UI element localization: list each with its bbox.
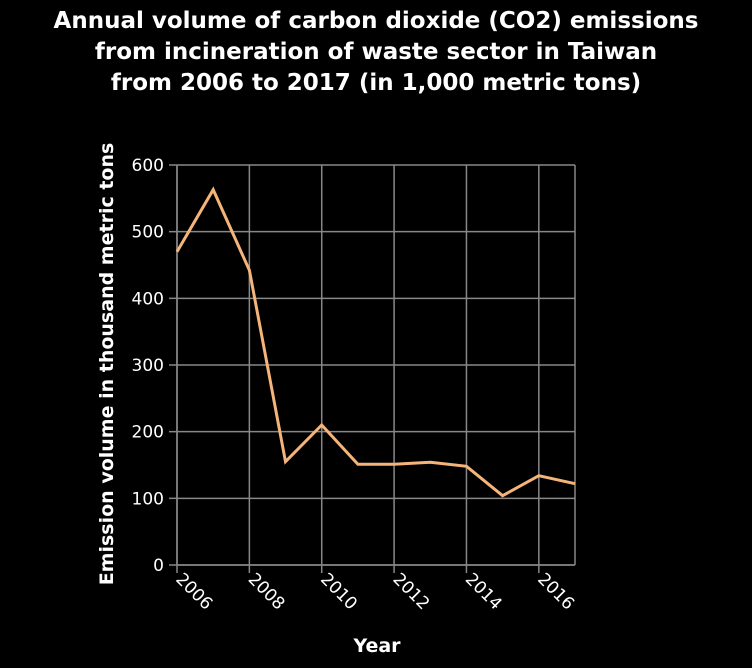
- y-tick-label: 600: [132, 156, 164, 176]
- x-tick-label: 2010: [316, 569, 361, 614]
- y-tick-label: 200: [132, 423, 164, 443]
- chart-title-line-2: from incineration of waste sector in Tai…: [94, 39, 658, 65]
- chart-title: Annual volume of carbon dioxide (CO2) em…: [0, 6, 752, 99]
- tick-labels: 0 100 200 300 400 500 600 2006 2008 2010 2012 2014 2…: [132, 156, 578, 614]
- y-tick-label: 0: [153, 556, 164, 576]
- chart-title-line-1: Annual volume of carbon dioxide (CO2) em…: [53, 8, 699, 34]
- y-tick-label: 300: [132, 356, 164, 376]
- y-tick-label: 500: [132, 223, 164, 243]
- x-tick-label: 2014: [461, 569, 506, 614]
- x-tick-label: 2008: [244, 569, 289, 614]
- grid: [176, 164, 576, 566]
- axes: [169, 164, 575, 573]
- x-axis-title: Year: [352, 635, 401, 657]
- x-tick-label: 2012: [389, 569, 434, 614]
- x-tick-label: 2016: [533, 569, 578, 614]
- chart-title-line-3: from 2006 to 2017 (in 1,000 metric tons): [110, 70, 642, 96]
- series-line: [175, 186, 576, 498]
- x-tick-label: 2006: [171, 569, 216, 614]
- y-axis-title: Emission volume in thousand metric tons: [96, 143, 118, 586]
- y-tick-label: 400: [132, 289, 164, 309]
- y-tick-label: 100: [132, 489, 164, 509]
- series: [175, 186, 576, 498]
